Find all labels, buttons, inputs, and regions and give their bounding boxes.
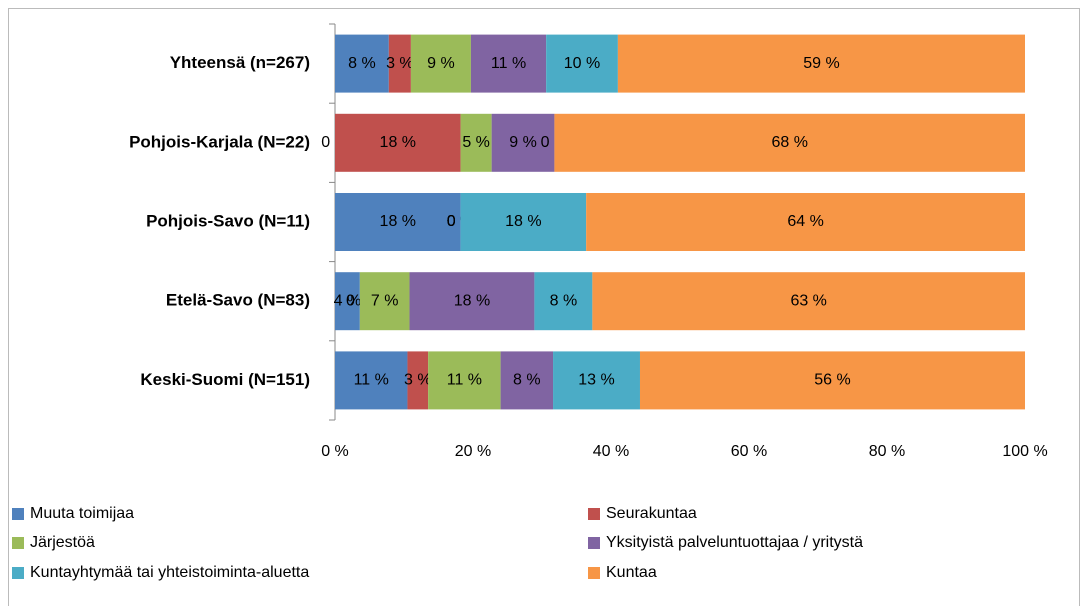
- category-label: Pohjois-Karjala (N=22): [129, 132, 310, 151]
- legend-swatch: [12, 567, 24, 579]
- data-label: 11 %: [354, 372, 389, 389]
- data-label: 59 %: [803, 55, 839, 72]
- x-tick-label: 40 %: [593, 443, 629, 460]
- bar-segment: [460, 193, 587, 251]
- legend-label: Muuta toimijaa: [30, 505, 134, 522]
- data-label: 11 %: [491, 55, 526, 72]
- bar-segment: [388, 34, 411, 93]
- bar-segment: [617, 34, 1025, 93]
- bar-segment: [460, 113, 492, 172]
- data-label: 18 %: [454, 292, 490, 309]
- data-label: 18 %: [380, 213, 416, 230]
- category-label: Yhteensä (n=267): [170, 53, 310, 72]
- data-label: 56 %: [814, 372, 850, 389]
- bar-segment: [546, 34, 618, 93]
- bar-segment: [409, 272, 535, 331]
- bar-segment: [335, 193, 461, 251]
- bar-segment: [335, 351, 408, 410]
- legend-swatch: [588, 508, 600, 520]
- bar-segment: [407, 351, 429, 410]
- bar-segment: [639, 351, 1025, 410]
- data-label: 9 %: [509, 134, 537, 151]
- bar-segment: [335, 272, 360, 331]
- x-tick-label: 0 %: [321, 443, 349, 460]
- data-label: 10 %: [564, 55, 600, 72]
- data-label: 13 %: [578, 372, 614, 389]
- bar-segment: [335, 34, 389, 93]
- data-label: 3 %: [404, 372, 432, 389]
- x-tick-label: 80 %: [869, 443, 905, 460]
- data-label: 4 %: [334, 292, 362, 309]
- bar-segment: [470, 34, 547, 93]
- legend-swatch: [12, 508, 24, 520]
- bar-segment: [586, 193, 1025, 251]
- bar-segment: [500, 351, 554, 410]
- category-label: Etelä-Savo (N=83): [166, 291, 310, 310]
- legend-swatch: [588, 537, 600, 549]
- category-label: Pohjois-Savo (N=11): [146, 211, 310, 230]
- data-label: 8 %: [513, 372, 541, 389]
- data-label: 68 %: [771, 134, 807, 151]
- bar-segment: [534, 272, 593, 331]
- data-label: 7 %: [371, 292, 399, 309]
- x-tick-label: 20 %: [455, 443, 491, 460]
- data-label: 18 %: [505, 213, 541, 230]
- chart-frame: [8, 8, 1080, 606]
- bar-segment: [410, 34, 471, 93]
- bar-segment: [553, 351, 640, 410]
- data-label: 8 %: [348, 55, 376, 72]
- legend-label: Kuntayhtymää tai yhteistoiminta-aluetta: [30, 564, 309, 581]
- legend-swatch: [588, 567, 600, 579]
- bar-segment: [335, 113, 461, 172]
- legend-label: Seurakuntaa: [606, 505, 697, 522]
- x-tick-label: 60 %: [731, 443, 767, 460]
- legend-label: Järjestöä: [30, 534, 95, 551]
- bar-segment: [554, 113, 1025, 172]
- category-label: Keski-Suomi (N=151): [140, 370, 310, 389]
- data-label: 8 %: [550, 292, 578, 309]
- data-label: 9 %: [427, 55, 455, 72]
- data-label: 18 %: [380, 134, 416, 151]
- data-label: 5 %: [462, 134, 490, 151]
- data-label: 64 %: [787, 213, 823, 230]
- bar-segment: [428, 351, 501, 410]
- bar-segment: [592, 272, 1025, 331]
- legend-label: Yksityistä palveluntuottajaa / yritystä: [606, 534, 863, 551]
- bar-segment: [491, 113, 555, 172]
- data-label: 3 %: [386, 55, 414, 72]
- x-tick-label: 100 %: [1002, 443, 1047, 460]
- legend-swatch: [12, 537, 24, 549]
- data-label: 63 %: [790, 292, 826, 309]
- data-label: 11 %: [447, 372, 482, 389]
- legend-label: Kuntaa: [606, 564, 657, 581]
- bar-segment: [359, 272, 410, 331]
